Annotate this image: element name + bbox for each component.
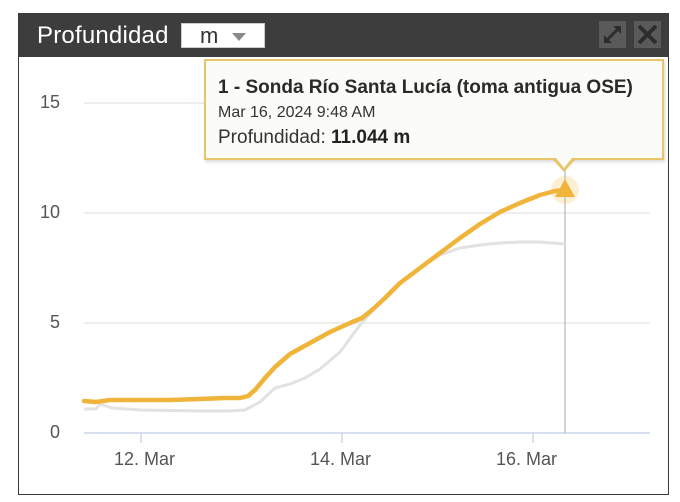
x-axis — [84, 432, 650, 443]
unit-select[interactable]: m — [181, 23, 265, 48]
x-tick-12-mar: 12. Mar — [114, 449, 176, 469]
data-tooltip: 1 - Sonda Río Santa Lucía (toma antigua … — [204, 59, 664, 172]
tooltip-date: Mar 16, 2024 9:48 AM — [218, 104, 376, 121]
series-primary-line — [81, 187, 568, 405]
y-tick-15: 15 — [39, 92, 60, 112]
triangle-marker-icon[interactable] — [555, 179, 575, 197]
series-secondary-line — [84, 240, 566, 413]
widget-title: Profundidad — [37, 22, 169, 49]
expand-button[interactable] — [599, 21, 626, 48]
expand-icon — [603, 25, 622, 44]
x-tick-16-mar: 16. Mar — [496, 449, 558, 469]
y-tick-5: 5 — [49, 312, 60, 332]
y-tick-10: 10 — [39, 202, 60, 222]
chevron-down-icon — [232, 33, 246, 41]
widget-header: Profundidad m — [19, 14, 668, 57]
tooltip-pointer-inner — [556, 158, 572, 168]
y-tick-0: 0 — [49, 422, 60, 442]
tooltip-value-line: Profundidad: 11.044 m — [218, 127, 410, 149]
close-button[interactable] — [634, 21, 661, 48]
x-tick-14-mar: 14. Mar — [310, 449, 372, 469]
tooltip-label: Profundidad: — [218, 127, 332, 148]
unit-select-value: m — [200, 23, 219, 48]
close-icon — [637, 24, 658, 45]
tooltip-value: 11.044 m — [331, 127, 411, 148]
tooltip-series-name: 1 - Sonda Río Santa Lucía (toma antigua … — [218, 77, 633, 98]
